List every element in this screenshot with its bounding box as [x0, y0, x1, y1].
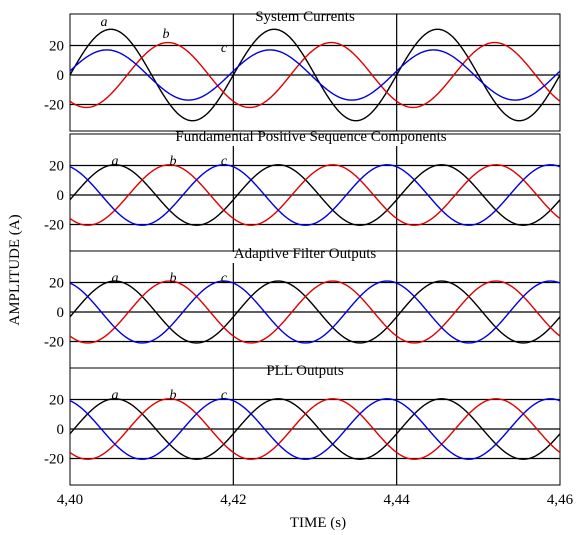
- panel-title-bg: [253, 15, 357, 26]
- x-axis-label: TIME (s): [290, 515, 346, 531]
- y-tick-label: -20: [44, 452, 64, 468]
- phase-label-a: a: [112, 388, 119, 403]
- series-b-line: [69, 280, 561, 344]
- panel-frame: [69, 133, 561, 252]
- panel-title-bg: [231, 252, 379, 263]
- panel-3: 20 0 -20 a b c Adaptive Filter Outputs: [44, 246, 561, 369]
- y-tick-label: 20: [49, 39, 64, 55]
- panel-title: Fundamental Positive Sequence Components: [175, 129, 446, 145]
- y-tick-label: 0: [57, 68, 65, 84]
- y-tick-label: -20: [44, 218, 64, 234]
- panel-4: 20 0 -20 a b c PLL Outputs: [44, 363, 561, 486]
- panel-1: 20 0 -20 a b c System Currents: [44, 9, 561, 132]
- panel-title: Adaptive Filter Outputs: [234, 246, 377, 262]
- x-tick-label: 4,42: [220, 492, 246, 508]
- y-tick-label: 20: [49, 276, 64, 292]
- phase-label-c: c: [221, 41, 228, 56]
- series-c-line: [69, 398, 561, 460]
- series-a-line: [69, 398, 561, 460]
- phase-label-b: b: [170, 154, 177, 169]
- panel-2: 20 0 -20 a b c Fundamental Positive Sequence C…: [44, 129, 561, 252]
- x-tick-label: 4,46: [547, 492, 574, 508]
- x-tick-labels: 4,40 4,42 4,44 4,46: [57, 492, 574, 508]
- panel-frame: [69, 250, 561, 369]
- series-a-line: [69, 164, 561, 226]
- series-a-line: [69, 280, 561, 344]
- panel-frame: [69, 13, 561, 132]
- series-b-line: [69, 41, 561, 109]
- y-tick-label: -20: [44, 98, 64, 114]
- series-c-line: [69, 164, 561, 226]
- y-tick-label: 20: [49, 393, 64, 409]
- phase-label-b: b: [163, 27, 170, 42]
- phase-label-a: a: [112, 154, 119, 169]
- x-tick-label: 4,40: [57, 492, 83, 508]
- phase-label-a: a: [101, 15, 108, 30]
- phase-label-c: c: [221, 154, 228, 169]
- panels: 20 0 -20 a b c System Currents 20 0 -20 a b c Fundame…: [44, 9, 561, 486]
- series-a-line: [69, 28, 561, 122]
- series-c-line: [69, 280, 561, 344]
- y-tick-label: 20: [49, 159, 64, 175]
- y-tick-label: 0: [57, 305, 65, 321]
- phase-label-b: b: [170, 271, 177, 286]
- phase-label-c: c: [221, 388, 228, 403]
- panel-title: System Currents: [255, 9, 355, 25]
- y-tick-label: 0: [57, 422, 65, 438]
- phase-label-b: b: [170, 388, 177, 403]
- y-tick-label: -20: [44, 335, 64, 351]
- series-c-line: [69, 49, 561, 101]
- y-axis-label: AMPLITUDE (A): [7, 214, 23, 325]
- panel-title-bg: [264, 369, 346, 380]
- panel-frame: [69, 367, 561, 486]
- phase-label-a: a: [112, 271, 119, 286]
- series-b-line: [69, 164, 561, 226]
- phase-label-c: c: [221, 271, 228, 286]
- x-tick-label: 4,44: [384, 492, 411, 508]
- panel-title-bg: [173, 135, 449, 146]
- series-b-line: [69, 398, 561, 460]
- y-tick-label: 0: [57, 188, 65, 204]
- panel-title: PLL Outputs: [266, 363, 344, 379]
